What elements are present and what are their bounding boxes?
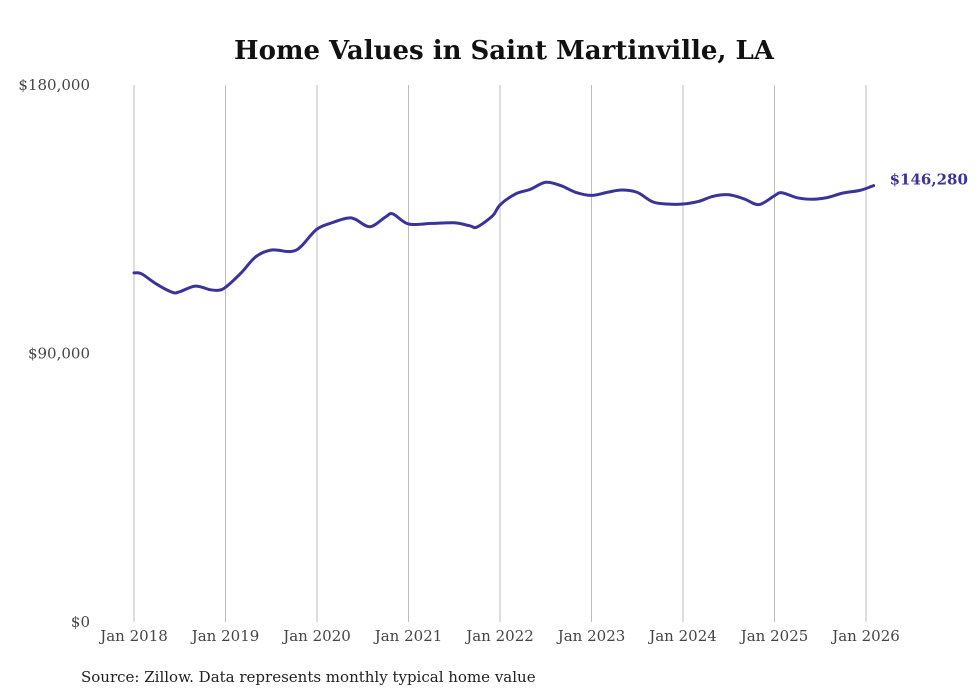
x-tick-label: Jan 2019 [190,627,260,645]
x-tick-label: Jan 2022 [464,627,534,645]
x-tick-label: Jan 2026 [830,627,900,645]
x-tick-label: Jan 2024 [647,627,717,645]
y-tick-label: $180,000 [18,76,90,94]
x-tick-label: Jan 2023 [556,627,626,645]
x-tick-label: Jan 2020 [281,627,351,645]
x-axis-ticks: Jan 2018 Jan 2019 Jan 2020 Jan 2021 Jan 2022… [98,627,900,645]
y-axis-ticks: $180,000 $90,000 $0 [18,76,90,631]
x-tick-label: Jan 2025 [739,627,809,645]
grid-lines [133,85,867,622]
source-note: Source: Zillow. Data represents monthly … [81,668,536,686]
x-tick-label: Jan 2021 [373,627,443,645]
end-value-label: $146,280 [890,171,968,189]
x-tick-label: Jan 2018 [98,627,168,645]
chart-title: Home Values in Saint Martinville, LA [234,36,775,66]
series-group [132,180,876,295]
y-tick-label: $0 [71,613,90,631]
series-line [132,180,876,295]
y-tick-label: $90,000 [28,345,90,363]
